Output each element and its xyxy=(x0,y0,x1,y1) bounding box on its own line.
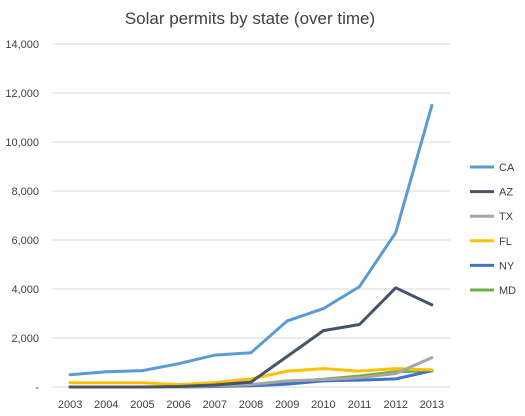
y-tick-label: 12,000 xyxy=(5,88,39,100)
x-tick-label: 2010 xyxy=(311,399,335,411)
legend: CA AZ TX FL NY MD xyxy=(470,162,516,297)
legend-item-tx: TX xyxy=(470,211,514,223)
y-axis-tick-labels: - 2,000 4,000 6,000 8,000 10,000 12,000 14,000 xyxy=(5,39,39,394)
legend-label: FL xyxy=(499,236,512,248)
legend-item-ny: NY xyxy=(470,260,515,272)
legend-label: MD xyxy=(499,285,516,297)
x-axis-tick-labels: 2003 2004 2005 2006 2007 2008 2009 2010 2011 2012… xyxy=(58,399,444,411)
legend-label: NY xyxy=(499,260,515,272)
gridlines xyxy=(52,43,450,339)
x-tick-label: 2013 xyxy=(420,399,444,411)
x-tick-label: 2011 xyxy=(348,399,372,411)
x-tick-label: 2004 xyxy=(94,399,118,411)
x-tick-label: 2007 xyxy=(203,399,227,411)
legend-item-ca: CA xyxy=(470,162,515,174)
legend-item-fl: FL xyxy=(470,236,512,248)
legend-item-md: MD xyxy=(470,285,516,297)
y-tick-label: 4,000 xyxy=(11,284,39,296)
x-tick-label: 2009 xyxy=(275,399,299,411)
y-tick-label: 14,000 xyxy=(5,39,39,51)
y-tick-label: 8,000 xyxy=(11,186,39,198)
y-tick-label: 10,000 xyxy=(5,137,39,149)
legend-label: TX xyxy=(499,211,514,223)
legend-item-az: AZ xyxy=(470,187,513,199)
x-tick-label: 2006 xyxy=(166,399,190,411)
x-tick-label: 2005 xyxy=(130,399,154,411)
series-line-ca xyxy=(68,103,434,377)
legend-label: CA xyxy=(499,162,515,174)
x-tick-label: 2003 xyxy=(58,399,82,411)
legend-label: AZ xyxy=(499,187,513,199)
y-tick-label: 6,000 xyxy=(11,235,39,247)
y-tick-label: 2,000 xyxy=(11,333,39,345)
x-tick-label: 2008 xyxy=(239,399,263,411)
x-tick-label: 2012 xyxy=(383,399,407,411)
series-line-fl xyxy=(68,367,434,387)
y-tick-label: - xyxy=(35,382,39,394)
series-line-az xyxy=(68,286,434,389)
series-lines xyxy=(68,103,434,389)
chart-title: Solar permits by state (over time) xyxy=(125,9,375,28)
